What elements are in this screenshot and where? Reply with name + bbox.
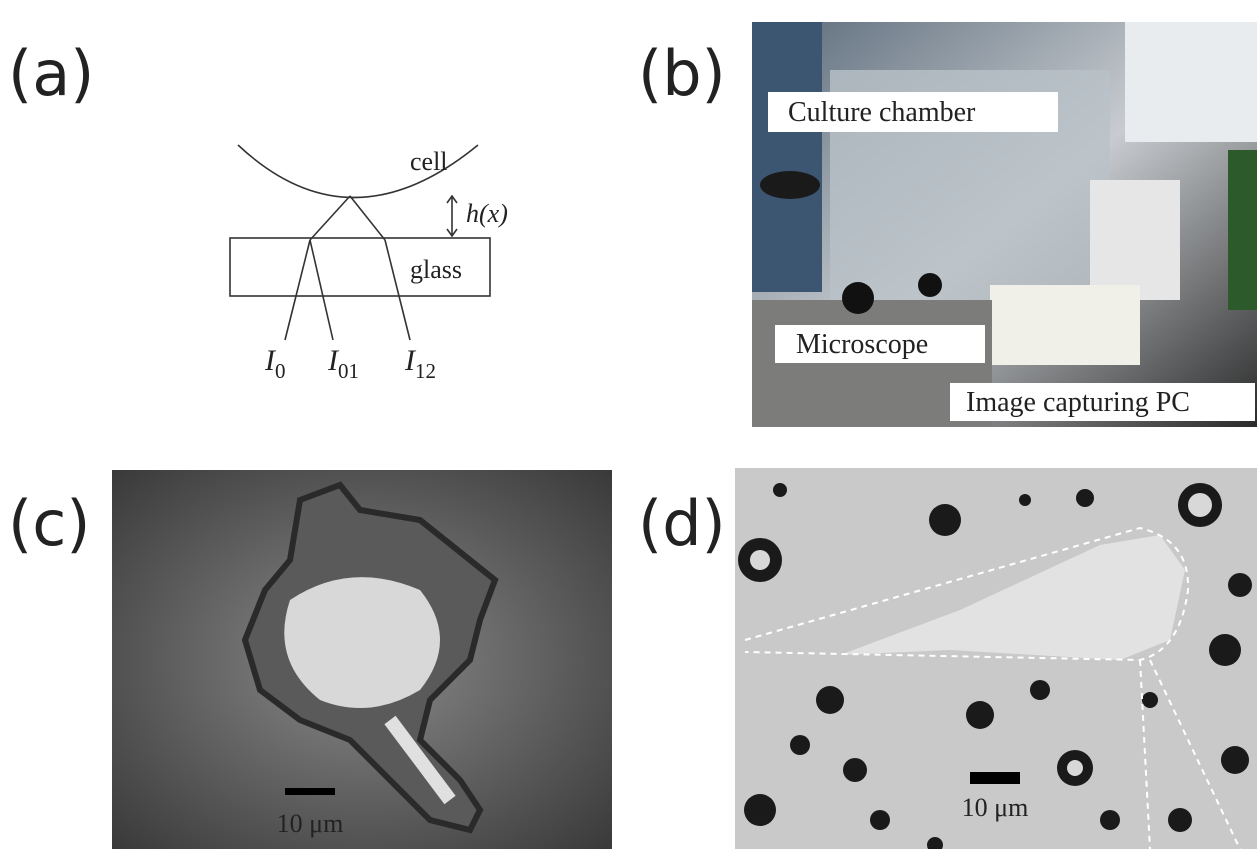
symbol: I (327, 344, 340, 377)
intensity-label: I0 (264, 344, 286, 383)
callout-box (768, 92, 1058, 132)
intensity-label: I12 (404, 344, 436, 383)
callout: Culture chamber (788, 97, 976, 128)
subscript: 0 (275, 359, 286, 383)
symbol: I (264, 344, 277, 377)
gap-label: h(x) (466, 199, 508, 228)
subscript: 12 (415, 359, 436, 383)
ray (309, 195, 351, 241)
intensity-label: I01 (327, 344, 359, 383)
arrow-heads (446, 194, 458, 238)
symbol: I (404, 344, 417, 377)
ray (384, 239, 411, 341)
glass-label: glass (410, 255, 462, 284)
panel-label: (a) (8, 37, 94, 110)
cell-micrograph (112, 470, 612, 849)
cell-membrane (237, 144, 479, 199)
callout: Microscope (796, 329, 928, 360)
subscript: 01 (338, 359, 359, 383)
ray (309, 239, 334, 341)
cell-micrograph (735, 468, 1257, 849)
ray (284, 239, 311, 341)
scale-bar-label: 10 μm (277, 809, 344, 838)
panel-label: (b) (638, 37, 726, 110)
cell-label: cell (410, 147, 448, 176)
callout-box (950, 383, 1255, 421)
scale-bar-label: 10 μm (962, 793, 1029, 822)
scale-bar (970, 772, 1020, 784)
ray (349, 195, 386, 241)
callout-box (775, 325, 985, 363)
panel-label: (c) (8, 487, 90, 560)
interference-diagram (229, 144, 491, 341)
callout: Image capturing PC (966, 387, 1190, 418)
scale-bar (285, 788, 335, 795)
panel-label: (d) (638, 487, 726, 560)
setup-photo (752, 22, 1257, 427)
glass-slab (229, 237, 491, 297)
